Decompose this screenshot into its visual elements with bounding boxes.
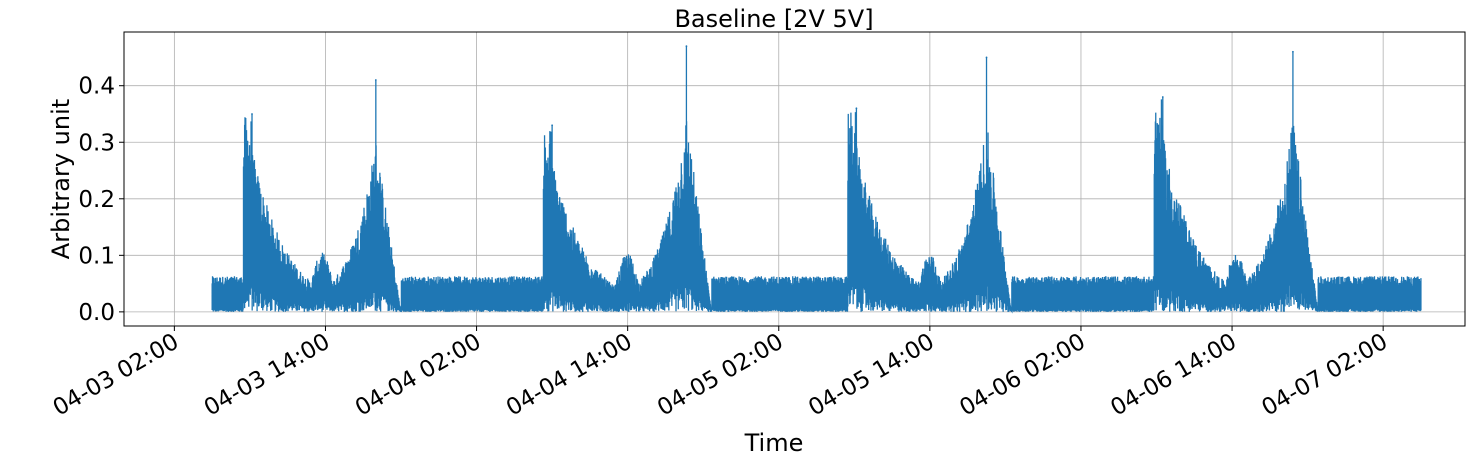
x-tick-label: 04-03 02:00 bbox=[49, 329, 184, 422]
y-tick-label: 0.3 bbox=[78, 130, 115, 156]
x-axis-label: Time bbox=[744, 429, 804, 457]
peak-point bbox=[1292, 50, 1294, 53]
peak-point bbox=[685, 45, 688, 48]
x-tick-label: 04-06 14:00 bbox=[1106, 329, 1241, 422]
x-tick-label: 04-05 14:00 bbox=[804, 329, 939, 422]
x-tick-label: 04-04 02:00 bbox=[351, 329, 486, 422]
plot-area bbox=[211, 45, 1422, 314]
x-tick-label: 04-07 02:00 bbox=[1258, 329, 1393, 422]
peak-point bbox=[1161, 96, 1164, 98]
y-axis: 0.0 0.1 0.2 0.3 0.4 bbox=[78, 74, 124, 326]
peak-point bbox=[551, 124, 554, 127]
peak-point bbox=[251, 113, 253, 115]
x-tick-label: 04-04 14:00 bbox=[502, 329, 637, 422]
series-line bbox=[211, 46, 1422, 314]
y-tick-label: 0.4 bbox=[78, 74, 115, 100]
y-tick-label: 0.0 bbox=[78, 300, 115, 326]
peak-point bbox=[374, 79, 377, 81]
y-tick-label: 0.2 bbox=[78, 187, 115, 213]
grid bbox=[124, 32, 1465, 326]
peak-point bbox=[855, 107, 858, 110]
x-tick-label: 04-03 14:00 bbox=[200, 329, 335, 422]
peak-point bbox=[985, 56, 988, 59]
x-tick-label: 04-05 02:00 bbox=[653, 329, 788, 422]
axes-frame bbox=[123, 31, 1466, 327]
x-axis: 04-03 02:00 04-03 14:00 04-04 02:00 04-04 1… bbox=[49, 326, 1392, 421]
y-axis-label: Arbitrary unit bbox=[47, 99, 75, 259]
y-tick-label: 0.1 bbox=[78, 243, 115, 269]
x-tick-label: 04-06 02:00 bbox=[955, 329, 1090, 422]
chart-title: Baseline [2V 5V] bbox=[674, 5, 873, 33]
